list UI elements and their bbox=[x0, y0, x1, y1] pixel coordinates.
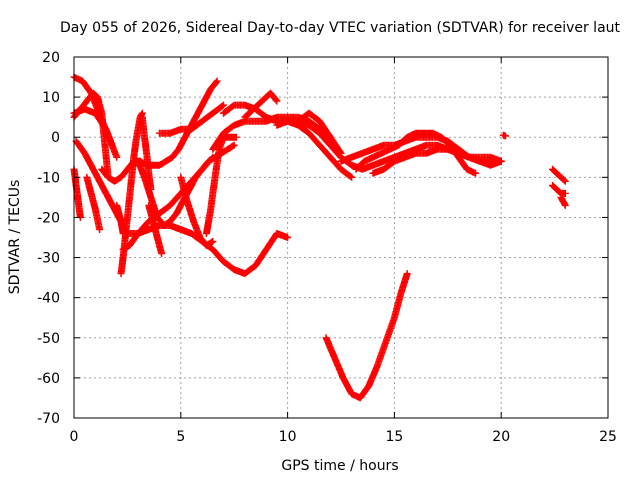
data-point-marks bbox=[83, 173, 104, 233]
data-series-arc-16 bbox=[202, 133, 240, 237]
data-series-arc-19 bbox=[241, 89, 281, 121]
data-series-arc-3 bbox=[70, 105, 121, 161]
data-point-marks bbox=[549, 181, 569, 197]
x-tick-label: 0 bbox=[70, 429, 79, 445]
data-point-marks bbox=[155, 101, 227, 137]
y-tick-label: -60 bbox=[37, 371, 60, 387]
y-tick-label: -40 bbox=[37, 291, 60, 307]
data-series-arc-29 bbox=[557, 193, 569, 209]
data-series-arc-14 bbox=[155, 101, 227, 137]
data-series-arc-13 bbox=[145, 201, 166, 257]
y-axis-ticks: -70 -60 -50 -40 -30 -20 -10 0 10 20 bbox=[37, 50, 608, 427]
data-point-marks bbox=[113, 201, 127, 237]
data-point-marks bbox=[557, 193, 569, 209]
data-point-marks bbox=[70, 165, 84, 221]
plot-frame bbox=[73, 56, 609, 419]
x-tick-label: 10 bbox=[279, 429, 297, 445]
data-series-arc-28 bbox=[549, 181, 569, 197]
x-tick-label: 15 bbox=[385, 429, 403, 445]
data-series-arc-15 bbox=[177, 173, 217, 249]
x-tick-label: 25 bbox=[599, 429, 617, 445]
chart-title: Day 055 of 2026, Sidereal Day-to-day VTE… bbox=[60, 20, 621, 36]
x-axis-label: GPS time / hours bbox=[281, 458, 398, 474]
x-tick-label: 20 bbox=[492, 429, 510, 445]
y-tick-label: 20 bbox=[42, 50, 60, 66]
y-tick-label: -30 bbox=[37, 251, 60, 267]
data-point-marks bbox=[117, 109, 146, 278]
x-tick-label: 5 bbox=[176, 429, 185, 445]
data-point-marks bbox=[145, 201, 166, 257]
data-series-arc-5 bbox=[70, 165, 84, 221]
data-point-marks bbox=[138, 113, 155, 193]
y-axis-label: SDTVAR / TECUs bbox=[7, 180, 23, 295]
data-series-arc-6 bbox=[83, 173, 104, 233]
x-axis-ticks: 0 5 10 15 20 25 bbox=[70, 57, 617, 445]
data-point-marks bbox=[70, 105, 121, 161]
data-point-marks bbox=[241, 89, 281, 121]
data-point-marks bbox=[499, 131, 509, 140]
data-series-arc-9 bbox=[113, 201, 127, 237]
data-series-arc-25 bbox=[322, 270, 411, 402]
y-tick-label: -50 bbox=[37, 331, 60, 347]
data-series-arc-24 bbox=[369, 145, 505, 177]
data-point-marks bbox=[322, 270, 411, 402]
data-series-arc-8 bbox=[117, 109, 146, 278]
data-point-marks bbox=[549, 165, 569, 185]
data-point-marks bbox=[369, 145, 505, 177]
y-tick-label: -10 bbox=[37, 170, 60, 186]
y-tick-label: -70 bbox=[37, 411, 60, 427]
data-points bbox=[70, 73, 569, 402]
data-series-arc-26 bbox=[499, 131, 509, 140]
data-point-marks bbox=[177, 173, 217, 249]
data-series-arc-12 bbox=[138, 113, 155, 193]
data-point-marks bbox=[202, 133, 240, 237]
y-tick-label: -20 bbox=[37, 210, 60, 226]
y-tick-label: 10 bbox=[42, 90, 60, 106]
data-series-arc-27 bbox=[549, 165, 569, 185]
y-tick-label: 0 bbox=[51, 130, 60, 146]
